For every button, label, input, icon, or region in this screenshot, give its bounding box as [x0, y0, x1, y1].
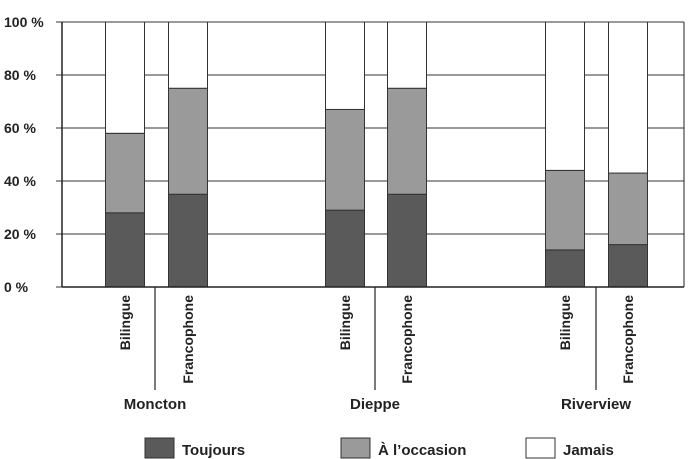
bar-segment-jamais	[608, 21, 648, 174]
x-axis-group-labels: Moncton Dieppe Riverview	[124, 396, 632, 413]
bar-segment-jamais	[168, 21, 208, 89]
bar-segment-occasion	[608, 172, 648, 246]
category-label: Bilingue	[337, 295, 353, 350]
bar-segment-toujours	[387, 193, 427, 288]
bar-segment-toujours	[168, 193, 208, 288]
category-label: Francophone	[620, 295, 636, 384]
group-label: Moncton	[124, 396, 186, 413]
bar-segment-jamais	[387, 21, 427, 89]
category-label: Francophone	[180, 295, 196, 384]
bar-segment-toujours	[545, 249, 585, 288]
y-tick-label: 40 %	[4, 173, 36, 189]
bar-segment-toujours	[325, 209, 365, 288]
x-axis-category-labels: Bilingue Francophone Bilingue Francophone Bi…	[117, 295, 636, 384]
category-label: Bilingue	[557, 295, 573, 350]
legend-label: Toujours	[182, 442, 245, 459]
bar-segment-jamais	[105, 21, 145, 134]
legend: Toujours À l’occasion Jamais	[144, 437, 614, 459]
legend-label: Jamais	[563, 442, 614, 459]
legend-swatch	[144, 437, 175, 459]
bar-segment-jamais	[325, 21, 365, 110]
category-label: Francophone	[399, 295, 415, 384]
y-tick-label: 0 %	[4, 279, 29, 295]
bar-segment-occasion	[105, 132, 145, 214]
legend-swatch	[525, 437, 556, 459]
bar-segment-occasion	[325, 108, 365, 211]
gridlines	[62, 21, 684, 288]
bar-segment-toujours	[105, 212, 145, 288]
legend-label: À l’occasion	[378, 442, 466, 459]
legend-swatch	[340, 437, 371, 459]
category-label: Bilingue	[117, 295, 133, 350]
axes	[61, 22, 685, 390]
bars	[105, 21, 648, 288]
bar-segment-jamais	[545, 21, 585, 171]
y-tick-label: 60 %	[4, 120, 36, 136]
group-label: Dieppe	[350, 396, 400, 413]
bar-segment-occasion	[168, 87, 208, 195]
bar-segment-toujours	[608, 244, 648, 288]
y-tick-label: 80 %	[4, 67, 36, 83]
y-tick-label: 100 %	[4, 14, 44, 30]
group-label: Riverview	[561, 396, 631, 413]
bar-segment-occasion	[387, 87, 427, 195]
bar-segment-occasion	[545, 169, 585, 251]
y-axis-ticks: 0 % 20 % 40 % 60 % 80 % 100 %	[4, 14, 62, 295]
y-tick-label: 20 %	[4, 226, 36, 242]
